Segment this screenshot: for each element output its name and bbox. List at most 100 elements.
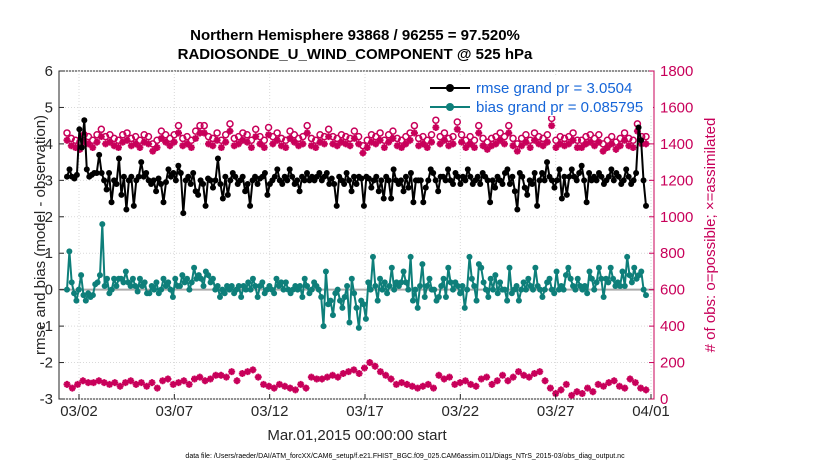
rmse-point: [378, 177, 385, 184]
series-bias: [64, 221, 649, 331]
bias-point: [638, 268, 645, 275]
point-obs-assimilated: [376, 136, 384, 144]
rmse-point: [556, 166, 563, 173]
point-obs-possible: [200, 121, 208, 130]
rmse-point: [400, 188, 407, 195]
rmse-point: [101, 177, 108, 184]
point-obs-assimilated: [329, 140, 337, 148]
point-obs-low-level: [307, 373, 315, 381]
grid: [59, 70, 654, 400]
point-obs-possible: [444, 134, 453, 143]
point-obs-low-level: [461, 377, 469, 385]
point-obs-assimilated: [307, 142, 315, 150]
rmse-point: [279, 180, 286, 187]
rmse-point: [422, 184, 429, 191]
point-obs-possible: [384, 131, 393, 139]
point-obs-possible: [256, 132, 264, 141]
rmse-point: [643, 202, 649, 209]
point-obs-low-level: [589, 388, 597, 396]
point-obs-low-level: [169, 380, 177, 388]
rmse-point: [529, 180, 536, 187]
point-obs-low-level: [568, 391, 576, 399]
bias-point: [318, 293, 325, 300]
bias-point: [308, 286, 315, 293]
point-obs-assimilated: [72, 144, 80, 152]
bias-point: [334, 286, 341, 293]
rmse-point: [360, 202, 367, 209]
point-obs-possible: [123, 129, 131, 137]
x-tick-label: 03/02: [60, 403, 98, 420]
bias-point: [134, 288, 141, 295]
series-obs-possible: [63, 114, 650, 150]
point-obs-low-level: [318, 375, 326, 383]
point-obs-possible: [582, 132, 590, 141]
bias-point: [337, 297, 344, 304]
point-obs-assimilated: [243, 138, 251, 146]
point-obs-assimilated: [415, 142, 423, 150]
bias-point: [191, 264, 198, 271]
point-obs-low-level: [472, 382, 480, 390]
bias-point: [640, 286, 647, 293]
bias-point: [539, 293, 546, 300]
point-obs-possible: [565, 132, 573, 141]
rmse-point: [138, 159, 145, 166]
bias-point: [480, 279, 487, 286]
bias-point: [581, 283, 588, 290]
rmse-point: [365, 175, 372, 182]
rmse-point: [430, 170, 437, 177]
point-obs-possible: [93, 131, 101, 139]
point-obs-possible: [131, 132, 140, 141]
point-obs-possible: [513, 140, 522, 148]
rmse-point: [351, 173, 358, 180]
point-obs-assimilated: [526, 144, 534, 152]
point-obs-low-level: [392, 380, 400, 388]
bias-point: [445, 264, 452, 271]
point-obs-low-level: [185, 380, 193, 388]
bias-point: [435, 293, 442, 300]
rmse-point: [450, 180, 456, 187]
bias-point: [369, 253, 376, 260]
point-obs-assimilated: [337, 138, 345, 146]
y-tick-right-label: 1800: [660, 63, 693, 80]
series-obs-assimilated: [63, 122, 650, 157]
y-tick-left-label: 1: [45, 245, 53, 262]
rmse-point: [158, 180, 165, 187]
point-obs-assimilated: [183, 140, 191, 148]
point-obs-assimilated: [187, 144, 195, 152]
point-obs-low-level: [270, 384, 278, 392]
point-obs-assimilated: [316, 138, 324, 146]
bias-point: [348, 275, 355, 282]
x-tick-label: 04/01: [632, 403, 670, 420]
bias-point: [216, 293, 223, 300]
point-obs-assimilated: [573, 144, 581, 152]
rmse-point: [561, 173, 568, 180]
point-obs-low-level: [366, 359, 374, 367]
bias-point: [504, 297, 511, 304]
point-obs-assimilated: [166, 142, 174, 150]
rmse-point: [175, 162, 182, 169]
point-obs-assimilated: [530, 136, 538, 144]
point-obs-possible: [170, 131, 178, 139]
point-obs-possible: [560, 134, 569, 143]
point-obs-low-level: [408, 382, 416, 390]
point-obs-possible: [586, 131, 594, 139]
point-obs-assimilated: [102, 140, 110, 148]
bias-point: [297, 283, 304, 290]
point-obs-low-level: [260, 380, 268, 388]
point-obs-possible: [470, 136, 479, 144]
point-obs-assimilated: [393, 142, 401, 150]
point-obs-possible: [127, 134, 136, 143]
rmse-point: [326, 180, 333, 187]
point-obs-assimilated: [642, 140, 650, 148]
point-obs-low-level: [254, 373, 262, 381]
rmse-point: [454, 173, 461, 180]
rmse-point: [294, 177, 301, 184]
rmse-point: [388, 195, 395, 202]
bias-point: [344, 283, 351, 290]
point-obs-possible: [363, 136, 371, 144]
bias-point: [553, 268, 560, 275]
rmse-point: [333, 202, 340, 209]
rmse-point: [583, 199, 590, 206]
point-obs-possible: [487, 134, 496, 143]
rmse-point: [150, 177, 157, 184]
